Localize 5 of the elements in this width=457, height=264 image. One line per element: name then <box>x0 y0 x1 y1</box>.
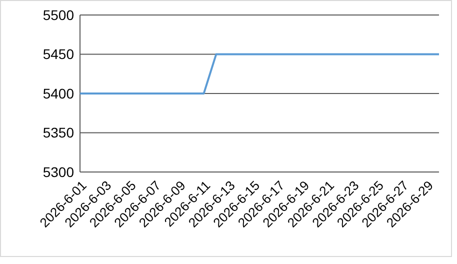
y-tick-label: 5500 <box>42 6 74 23</box>
y-tick-label: 5400 <box>42 85 74 102</box>
y-tick-label: 5300 <box>42 164 74 180</box>
y-tick-label: 5350 <box>42 124 74 141</box>
y-tick-label: 5450 <box>42 46 74 62</box>
